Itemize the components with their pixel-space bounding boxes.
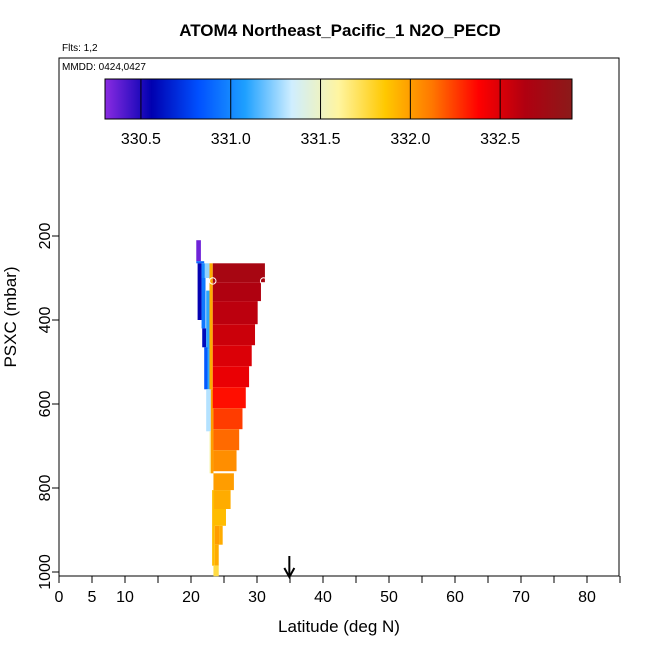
x-tick-label: 80 (578, 589, 596, 606)
data-cell (206, 290, 211, 350)
colorbar-gradient (104, 78, 573, 120)
y-tick-label: 400 (37, 307, 54, 334)
sample-marker (259, 277, 268, 285)
data-cell (206, 389, 211, 432)
colorbar-labels: 330.5 331.0 331.5 332.0 332.5 (121, 131, 520, 148)
data-cell (214, 525, 220, 545)
data-cells (196, 240, 265, 577)
data-cell (213, 408, 243, 430)
x-tick-label: 50 (380, 589, 398, 606)
flights-label: Flts: 1,2 (62, 43, 98, 54)
data-cell (201, 263, 205, 278)
data-cell (212, 282, 261, 302)
colorbar: 330.5 331.0 331.5 332.0 332.5 (104, 78, 573, 148)
y-axis: 200 400 600 800 1000 (37, 223, 59, 590)
colorbar-tick-label: 332.5 (480, 131, 520, 148)
x-axis: 0 5 10 20 30 40 50 60 70 80 (55, 576, 621, 606)
x-tick-label: 10 (116, 589, 134, 606)
data-cell (196, 240, 201, 262)
sample-marker (209, 277, 217, 285)
data-cell (204, 347, 208, 390)
plot-frame (58, 57, 620, 577)
data-cell (212, 263, 265, 283)
data-cell (212, 366, 250, 388)
data-cell (201, 278, 206, 329)
data-cell (213, 429, 240, 451)
colorbar-tick-label: 331.0 (211, 131, 251, 148)
x-tick-label: 20 (182, 589, 200, 606)
data-cell (212, 387, 246, 409)
x-tick-label: 0 (55, 589, 64, 606)
arrow-head (283, 567, 296, 580)
latitude-arrow-icon (283, 556, 296, 580)
data-cell (210, 389, 214, 474)
data-cell (212, 490, 215, 566)
data-cell (212, 345, 252, 367)
x-tick-label: 40 (314, 589, 332, 606)
colorbar-tick-label: 332.0 (390, 131, 430, 148)
data-cell (202, 328, 207, 348)
x-tick-label: 60 (446, 589, 464, 606)
y-tick-label: 1000 (37, 554, 54, 590)
data-cell (197, 263, 202, 320)
x-axis-label: Latitude (deg N) (278, 617, 400, 636)
data-cell (212, 301, 258, 325)
y-tick-label: 800 (37, 475, 54, 502)
data-cell (204, 263, 210, 278)
x-tick-label: 70 (512, 589, 530, 606)
data-cell (196, 261, 205, 264)
data-cell (213, 450, 237, 472)
data-cell (214, 544, 219, 566)
data-cell (213, 473, 234, 491)
x-tick-label: 5 (88, 589, 97, 606)
data-cell (213, 565, 219, 577)
colorbar-tick-label: 330.5 (121, 131, 161, 148)
data-cell (214, 490, 231, 509)
sample-markers (209, 277, 268, 285)
y-axis-label: PSXC (mbar) (1, 266, 20, 367)
colorbar-tick-label: 331.5 (301, 131, 341, 148)
y-tick-label: 600 (37, 391, 54, 418)
data-cell (212, 324, 256, 346)
data-cell (219, 525, 223, 545)
data-cell (207, 349, 211, 390)
x-tick-label: 30 (248, 589, 266, 606)
y-tick-label: 200 (37, 223, 54, 250)
mmdd-label: MMDD: 0424,0427 (62, 62, 146, 73)
chart-title: ATOM4 Northeast_Pacific_1 N2O_PECD (179, 21, 501, 40)
data-cell (214, 509, 226, 526)
data-cell (209, 263, 213, 390)
colorbar-divisions (140, 79, 501, 119)
